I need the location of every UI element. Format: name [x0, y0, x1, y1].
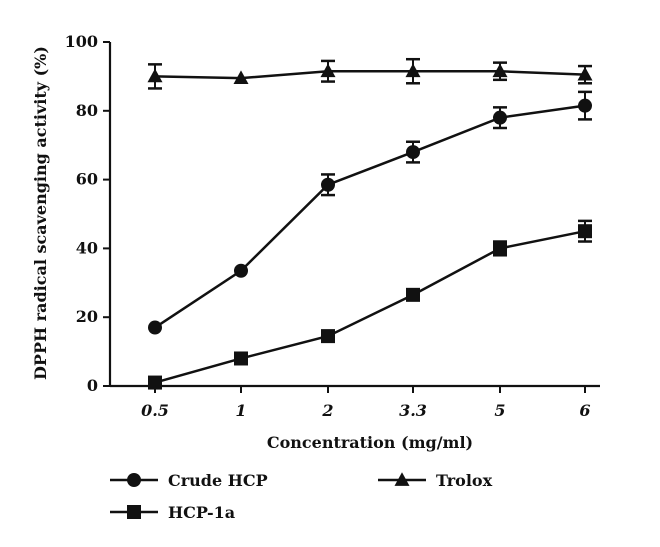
- data-point-crude-hcp: [321, 177, 335, 192]
- data-point-hcp-1a: [406, 287, 420, 302]
- data-point-crude-hcp: [406, 145, 420, 160]
- series-line-crude-hcp: [154, 104, 586, 329]
- legend-label: Trolox: [436, 471, 493, 490]
- legend-label: HCP-1a: [168, 503, 235, 522]
- data-point-hcp-1a: [321, 329, 335, 344]
- y-tick-label: 80: [76, 101, 98, 120]
- y-axis-title: DPPH radical scavenging activity (%): [31, 46, 50, 380]
- legend-item-trolox: Trolox: [378, 471, 493, 490]
- x-tick-label: 3.3: [399, 401, 427, 420]
- legend-marker-hcp-1a: [127, 505, 141, 519]
- data-point-trolox: [405, 63, 421, 78]
- y-tick-label: 20: [76, 307, 98, 326]
- legend: Crude HCP HCP-1a Trolox: [110, 471, 493, 522]
- x-tick-label: 5: [494, 401, 505, 420]
- y-tick-label: 60: [76, 170, 98, 189]
- series-trolox: [147, 57, 593, 90]
- data-point-trolox: [147, 68, 163, 83]
- data-point-trolox: [492, 63, 508, 78]
- x-axis-title: Concentration (mg/ml): [267, 433, 473, 452]
- data-point-crude-hcp: [234, 263, 248, 278]
- series-layer: [147, 57, 593, 390]
- y-tick-label: 40: [76, 238, 98, 257]
- legend-label: Crude HCP: [168, 471, 268, 490]
- x-tick-label: 0.5: [141, 401, 169, 420]
- y-tick-label: 100: [65, 32, 98, 51]
- axes: 0 20 40 60 80 100 0.5 1 2 3.3 5 6: [65, 32, 600, 420]
- x-tick-label: 1: [235, 401, 246, 420]
- legend-item-hcp-1a: HCP-1a: [110, 503, 235, 522]
- data-point-trolox: [233, 70, 249, 84]
- data-point-crude-hcp: [493, 110, 507, 125]
- series-hcp-1a: [148, 219, 592, 390]
- data-point-hcp-1a: [493, 241, 507, 256]
- data-point-hcp-1a: [148, 375, 162, 390]
- data-point-hcp-1a: [578, 224, 592, 239]
- data-point-trolox: [577, 66, 593, 81]
- legend-marker-crude-hcp: [127, 473, 141, 487]
- legend-marker-trolox: [394, 472, 410, 486]
- x-tick-label: 6: [579, 401, 590, 420]
- legend-item-crude-hcp: Crude HCP: [110, 471, 268, 490]
- x-tick-label: 2: [321, 401, 333, 420]
- data-point-hcp-1a: [234, 351, 248, 366]
- series-line-hcp-1a: [154, 229, 586, 384]
- series-crude-hcp: [148, 90, 592, 335]
- data-point-crude-hcp: [578, 98, 592, 113]
- data-point-crude-hcp: [148, 320, 162, 335]
- y-tick-label: 0: [87, 376, 98, 395]
- series-line-trolox: [154, 69, 586, 80]
- data-point-trolox: [320, 63, 336, 78]
